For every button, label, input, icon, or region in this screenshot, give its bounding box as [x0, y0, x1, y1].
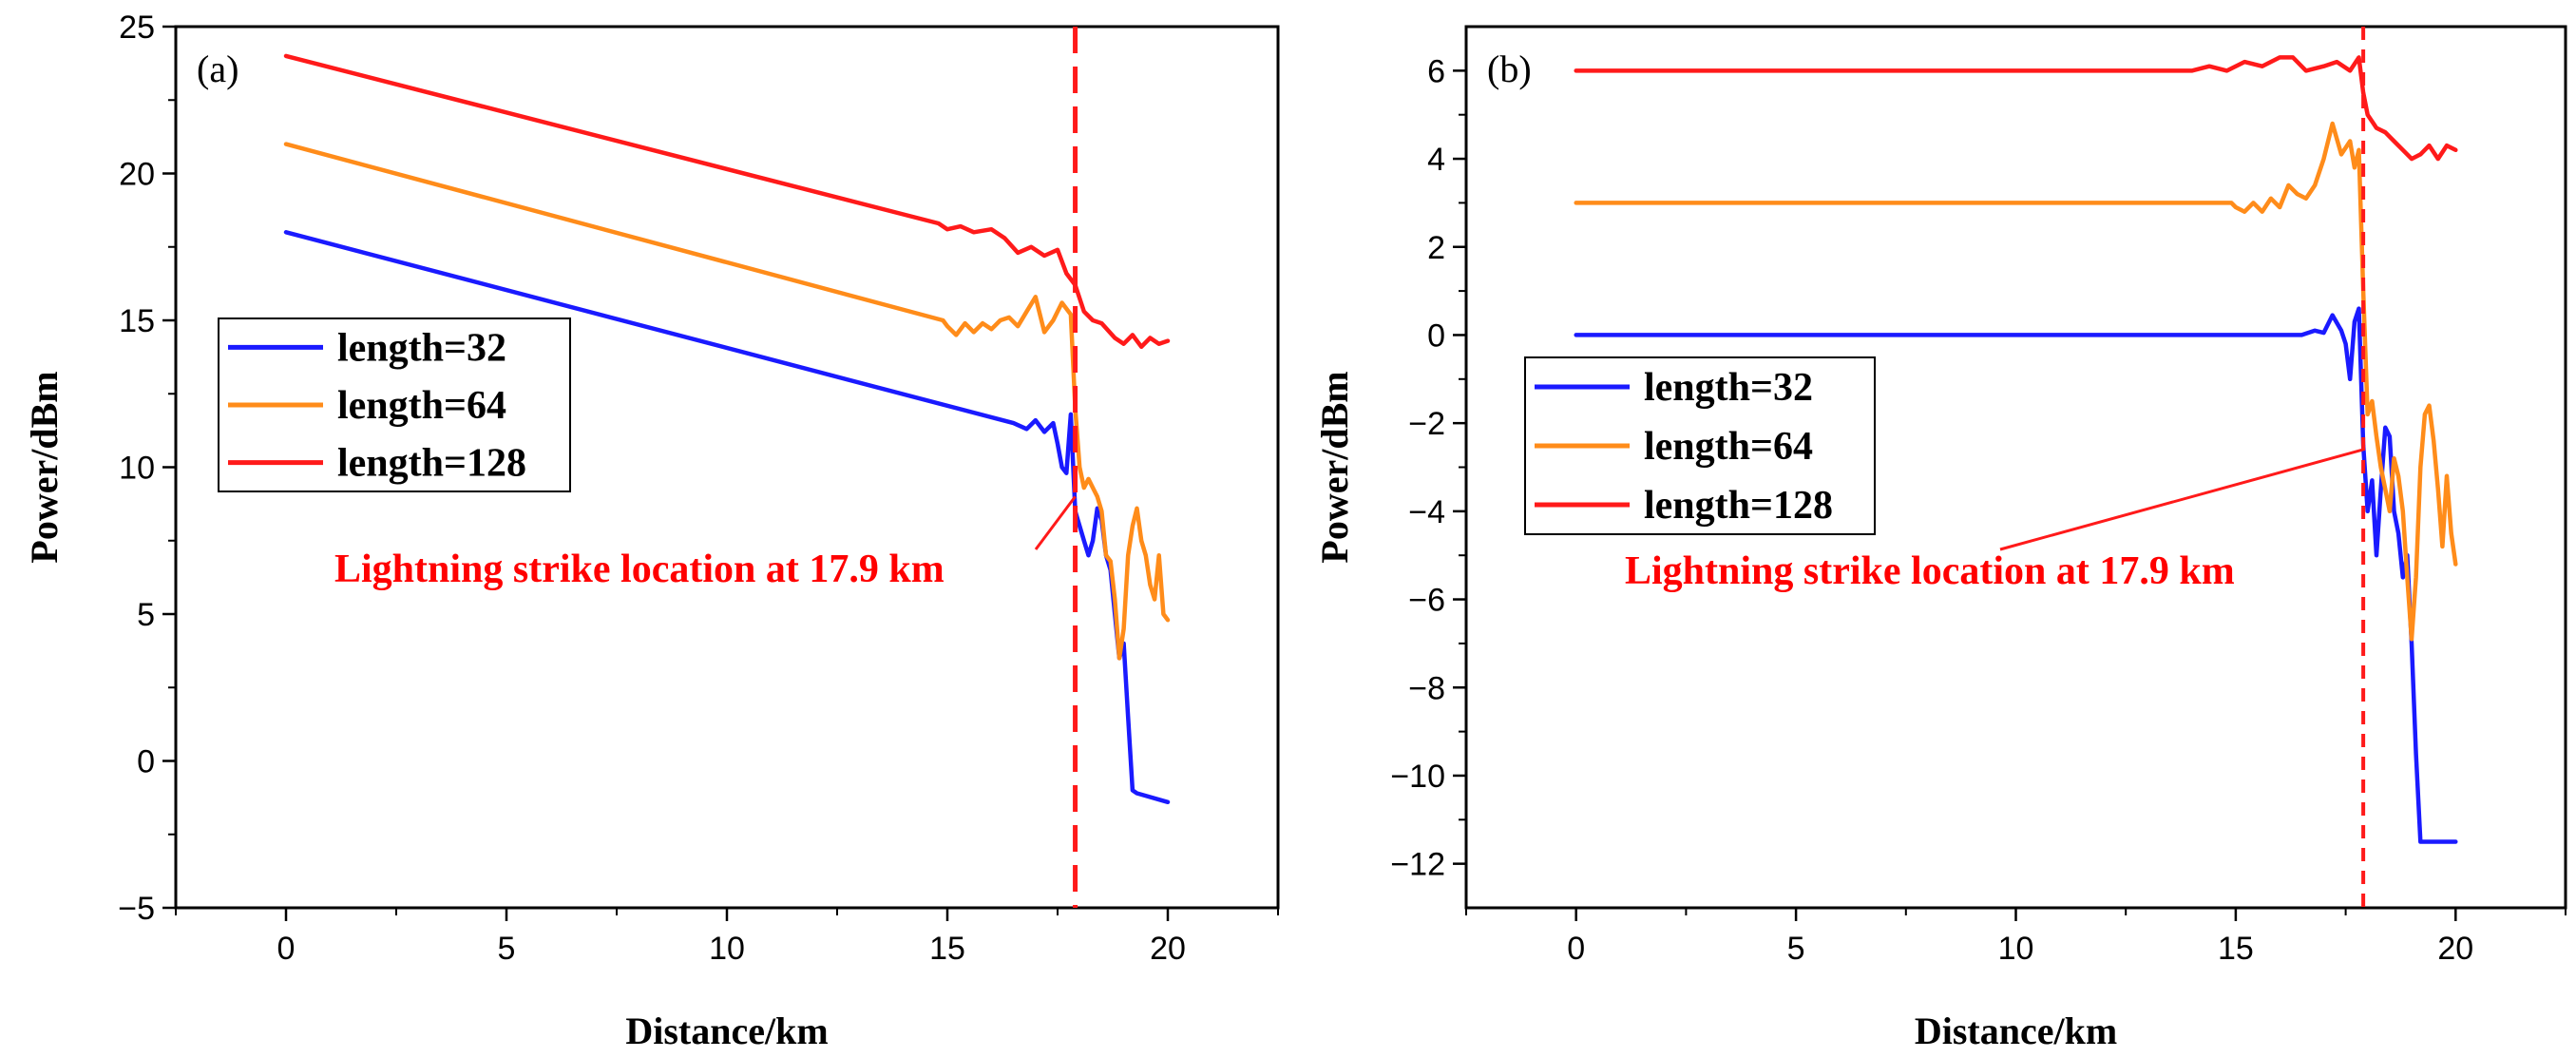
chart-b-y-tick-label: −8: [1408, 670, 1445, 706]
chart-a-y-axis-label: Power/dBm: [23, 371, 66, 563]
chart-a-x-tick-label: 20: [1150, 931, 1186, 967]
chart-b-legend: length=32 length=64 length=128: [1524, 356, 1876, 535]
chart-a-x-tick-label: 5: [498, 931, 516, 967]
chart-b-y-axis-label: Power/dBm: [1313, 371, 1356, 563]
chart-b-y-tick-label: −6: [1408, 583, 1445, 619]
chart-a-y-tick-label: 5: [137, 597, 155, 633]
chart-a-y-tick-label: −5: [118, 891, 155, 927]
chart-a-legend-label: length=64: [337, 384, 506, 428]
chart-b-annotation-text: Lightning strike location at 17.9 km: [1625, 549, 2235, 593]
chart-a-x-axis-label: Distance/km: [625, 1010, 828, 1052]
chart-b-x-tick-label: 0: [1567, 931, 1585, 967]
chart-b-x-tick-label: 10: [1998, 931, 2034, 967]
chart-a-y-tick-label: 10: [119, 451, 155, 487]
chart-b-legend-label: length=64: [1644, 425, 1813, 469]
chart-b-y-tick-label: 2: [1427, 230, 1445, 266]
chart-b-series-line-length-128: [1574, 55, 2458, 162]
chart-b-y-tick-label: −10: [1390, 759, 1445, 795]
chart-b-y-tick-label: −2: [1408, 406, 1445, 442]
chart-a-annotation-text: Lightning strike location at 17.9 km: [334, 548, 945, 591]
chart-a-series-line-length-64: [283, 142, 1171, 661]
chart-a-x-tick-label: 15: [929, 931, 965, 967]
chart-b-annotation-pointer: [1999, 448, 2364, 551]
chart-b-x-tick-label: 5: [1787, 931, 1805, 967]
chart-b-legend-label: length=128: [1644, 484, 1833, 528]
chart-b-x-tick-label: 20: [2437, 931, 2473, 967]
chart-a-x-tick-label: 10: [709, 931, 745, 967]
chart-a-x-tick-label: 0: [277, 931, 296, 967]
chart-b-y-tick-label: 4: [1427, 142, 1445, 178]
chart-b-y-tick-label: 6: [1427, 53, 1445, 89]
chart-b-y-tick-label: −12: [1390, 847, 1445, 883]
chart-b-legend-label: length=32: [1644, 366, 1813, 410]
chart-a-legend: length=32 length=64 length=128: [218, 317, 571, 492]
chart-a-y-tick-label: 15: [119, 303, 155, 339]
chart-b-series-line-length-64: [1574, 121, 2458, 642]
chart-a-annotation-pointer: [1034, 495, 1077, 550]
chart-b-y-tick-label: −4: [1408, 494, 1445, 530]
chart-a-y-tick-label: 20: [119, 157, 155, 193]
chart-a-legend-label: length=128: [337, 442, 526, 486]
chart-b-x-tick-label: 15: [2218, 931, 2254, 967]
chart-a-legend-label: length=32: [337, 326, 506, 370]
chart-a-y-tick-label: 0: [137, 744, 155, 780]
chart-b: 0 5 10 15 20 −12 −10 −8 −6 −4 −2 0 2 4 6 Distance/km Pow…: [1313, 25, 2567, 1052]
chart-a: 0 5 10 15 20 −5 0 5 10 15 20 25 Distance/km Power/dBm…: [23, 10, 1280, 1052]
chart-a-y-tick-label: 25: [119, 10, 155, 46]
chart-b-y-tick-label: 0: [1427, 317, 1445, 354]
chart-a-panel-label: (a): [197, 48, 239, 90]
chart-b-panel-label: (b): [1487, 48, 1532, 90]
chart-b-x-axis-label: Distance/km: [1915, 1010, 2117, 1052]
chart-a-series-line-length-128: [283, 53, 1171, 350]
